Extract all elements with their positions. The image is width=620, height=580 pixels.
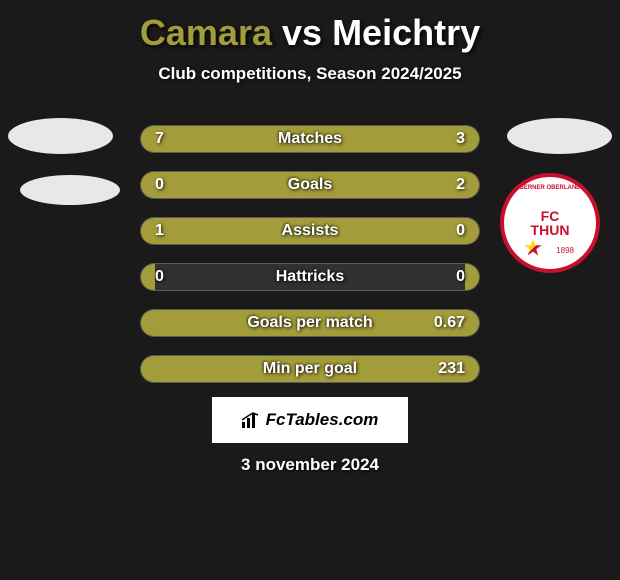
player1-name: Camara — [140, 12, 272, 53]
subtitle: Club competitions, Season 2024/2025 — [0, 64, 620, 84]
player2-name: Meichtry — [332, 12, 480, 53]
watermark: FcTables.com — [212, 397, 408, 443]
comparison-title: Camara vs Meichtry — [0, 0, 620, 54]
club-badge-thun: BERNER OBERLAND FC THUN 1898 — [500, 173, 600, 273]
stat-right-value: 0.67 — [434, 314, 465, 332]
stat-row-goals-per-match: Goals per match 0.67 — [140, 309, 480, 337]
stat-right-value: 0 — [456, 222, 465, 240]
stat-row-goals: 0 Goals 2 — [140, 171, 480, 199]
stat-row-assists: 1 Assists 0 — [140, 217, 480, 245]
stat-right-value: 3 — [456, 130, 465, 148]
badge-star-icon — [524, 239, 542, 257]
watermark-text: FcTables.com — [266, 410, 379, 430]
chart-icon — [242, 412, 262, 428]
stats-container: 7 Matches 3 0 Goals 2 1 Assists 0 0 Hatt… — [140, 125, 480, 401]
team-logo-left-1 — [8, 118, 113, 154]
vs-text: vs — [282, 12, 322, 53]
stat-row-hattricks: 0 Hattricks 0 — [140, 263, 480, 291]
stat-label: Hattricks — [141, 268, 479, 286]
stat-label: Goals per match — [141, 314, 479, 332]
team-logo-right-1 — [507, 118, 612, 154]
stat-row-matches: 7 Matches 3 — [140, 125, 480, 153]
stat-label: Assists — [141, 222, 479, 240]
stat-label: Matches — [141, 130, 479, 148]
badge-year: 1898 — [556, 246, 574, 255]
stat-label: Goals — [141, 176, 479, 194]
badge-top-text: BERNER OBERLAND — [519, 185, 580, 191]
badge-line2: THUN — [531, 223, 570, 237]
stat-right-value: 231 — [438, 360, 465, 378]
stat-label: Min per goal — [141, 360, 479, 378]
stat-right-value: 0 — [456, 268, 465, 286]
stat-row-min-per-goal: Min per goal 231 — [140, 355, 480, 383]
stat-right-value: 2 — [456, 176, 465, 194]
badge-line1: FC — [541, 209, 560, 223]
date-text: 3 november 2024 — [0, 455, 620, 475]
team-logo-left-2 — [20, 175, 120, 205]
